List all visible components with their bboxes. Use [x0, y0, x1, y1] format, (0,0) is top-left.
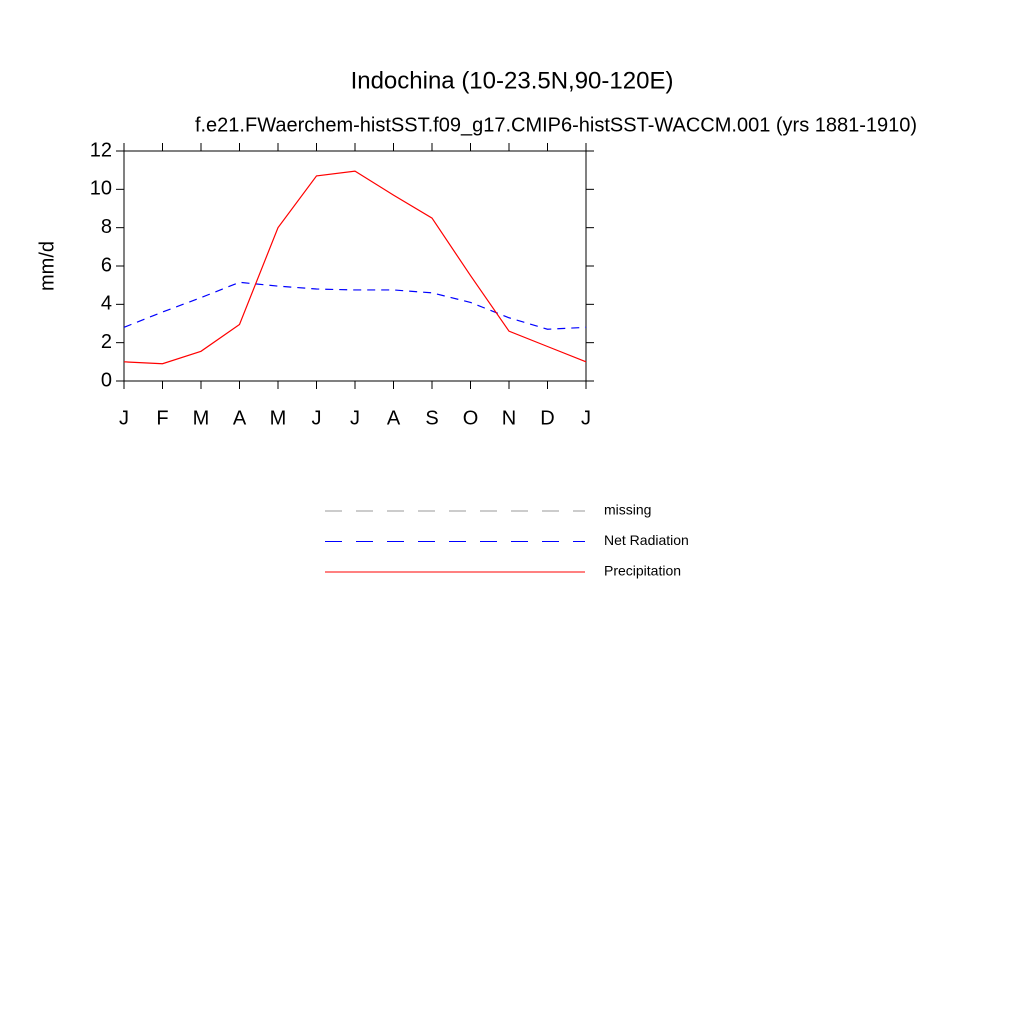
- series-line: [123, 170, 587, 365]
- x-tick-label: J: [312, 407, 322, 429]
- x-tick-label: M: [270, 407, 287, 429]
- y-axis-label: mm/d: [36, 241, 58, 291]
- x-tick-label: F: [156, 407, 168, 429]
- legend-label: missing: [604, 502, 651, 518]
- chart-subtitle: f.e21.FWaerchem-histSST.f09_g17.CMIP6-hi…: [195, 114, 917, 136]
- x-tick-label: D: [540, 407, 554, 429]
- legend-label: Precipitation: [604, 563, 681, 579]
- y-tick-label: 8: [101, 216, 112, 238]
- y-tick-label: 4: [101, 293, 112, 315]
- y-tick-label: 10: [90, 178, 112, 200]
- x-tick-label: J: [350, 407, 360, 429]
- x-tick-label: J: [119, 407, 129, 429]
- x-tick-label: M: [193, 407, 210, 429]
- x-tick-label: N: [502, 407, 516, 429]
- legend-label: Net Radiation: [604, 532, 689, 548]
- y-tick-label: 0: [101, 369, 112, 391]
- plot-frame: [123, 150, 587, 382]
- x-tick-label: O: [463, 407, 479, 429]
- chart-title: Indochina (10-23.5N,90-120E): [351, 67, 674, 94]
- y-tick-label: 6: [101, 254, 112, 276]
- y-tick-label: 12: [90, 139, 112, 161]
- y-tick-label: 2: [101, 331, 112, 353]
- x-tick-label: A: [233, 407, 247, 429]
- x-tick-label: J: [581, 407, 591, 429]
- series-line: [123, 281, 587, 330]
- x-tick-label: A: [387, 407, 401, 429]
- x-tick-label: S: [425, 407, 438, 429]
